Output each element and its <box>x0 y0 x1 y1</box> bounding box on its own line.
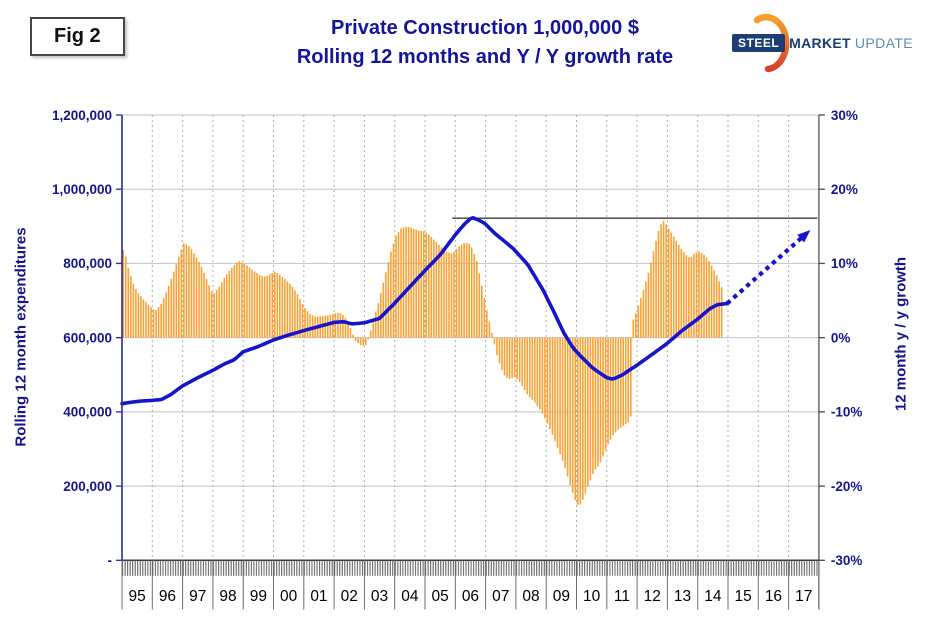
yoy-growth-bars-series <box>122 220 723 505</box>
left-axis-tick-label: 1,200,000 <box>52 108 112 123</box>
logo-wordmark: STEEL MARKET UPDATE <box>732 34 913 52</box>
monthly-tick-band <box>122 560 819 576</box>
logo-update-text: UPDATE <box>854 35 914 51</box>
projection-arrowhead <box>797 230 811 243</box>
year-tick-label: 12 <box>644 588 661 605</box>
year-tick-label: 07 <box>492 588 509 605</box>
year-tick-label: 96 <box>159 588 176 605</box>
year-tick-label: 10 <box>583 588 601 605</box>
horizontal-gridlines <box>122 114 819 487</box>
left-axis-tick-label: 400,000 <box>63 405 112 420</box>
year-tick-label: 13 <box>674 588 691 605</box>
year-tick-label: 17 <box>795 588 812 605</box>
left-axis-tick-label: 200,000 <box>63 479 112 494</box>
left-axis-tick-label: 1,000,000 <box>52 182 112 197</box>
chart-title-line2: Rolling 12 months and Y / Y growth rate <box>296 46 674 68</box>
right-axis-tick-label: -20% <box>831 479 863 494</box>
logo-steel-text: STEEL <box>732 34 786 52</box>
right-axis-tick-label: -10% <box>831 405 863 420</box>
left-axis-tick-label: - <box>108 553 113 568</box>
projection-dotted-line <box>725 236 803 306</box>
steel-market-update-logo: STEEL MARKET UPDATE <box>730 12 913 76</box>
logo-crescent-icon <box>753 14 790 73</box>
right-axis-tick-label: -30% <box>831 553 863 568</box>
figure-label: Fig 2 <box>30 17 125 56</box>
year-tick-label: 01 <box>310 588 327 605</box>
x-axis-year-labels: 95 96 97 98 99 00 01 02 03 04 05 06 07 08 09 10 11 12 13 14… <box>121 560 820 610</box>
year-tick-label: 99 <box>250 588 267 605</box>
year-tick-label: 08 <box>522 588 539 605</box>
year-tick-label: 09 <box>553 588 570 605</box>
right-axis-tick-label: 30% <box>831 108 858 123</box>
year-tick-label: 16 <box>765 588 782 605</box>
year-tick-label: 98 <box>219 588 236 605</box>
year-tick-label: 00 <box>280 588 298 605</box>
logo-market-text: MARKET <box>789 35 851 51</box>
left-axis-tick-label: 600,000 <box>63 330 112 345</box>
year-tick-label: 03 <box>371 588 388 605</box>
year-tick-label: 97 <box>189 588 206 605</box>
year-tick-label: 06 <box>462 588 479 605</box>
year-tick-label: 95 <box>129 588 146 605</box>
year-tick-label: 05 <box>432 588 449 605</box>
year-tick-label: 15 <box>735 588 752 605</box>
axes <box>116 114 825 609</box>
expenditures-line <box>120 216 729 406</box>
chart-title-line1: Private Construction 1,000,000 $ <box>331 17 639 39</box>
year-tick-label: 14 <box>704 588 722 605</box>
year-tick-label: 02 <box>341 588 358 605</box>
left-axis-tick-label: 800,000 <box>63 256 112 271</box>
year-tick-label: 11 <box>614 588 630 605</box>
right-axis-tick-label: 10% <box>831 256 858 271</box>
right-axis-tick-label: 20% <box>831 182 858 197</box>
right-axis-tick-label: 0% <box>831 330 851 345</box>
year-tick-label: 04 <box>401 588 419 605</box>
chart-title: Private Construction 1,000,000 $ Rolling… <box>165 14 805 72</box>
y-axis-tick-labels: 1,200,000 1,000,000 800,000 600,000 400,000 2… <box>52 108 862 568</box>
